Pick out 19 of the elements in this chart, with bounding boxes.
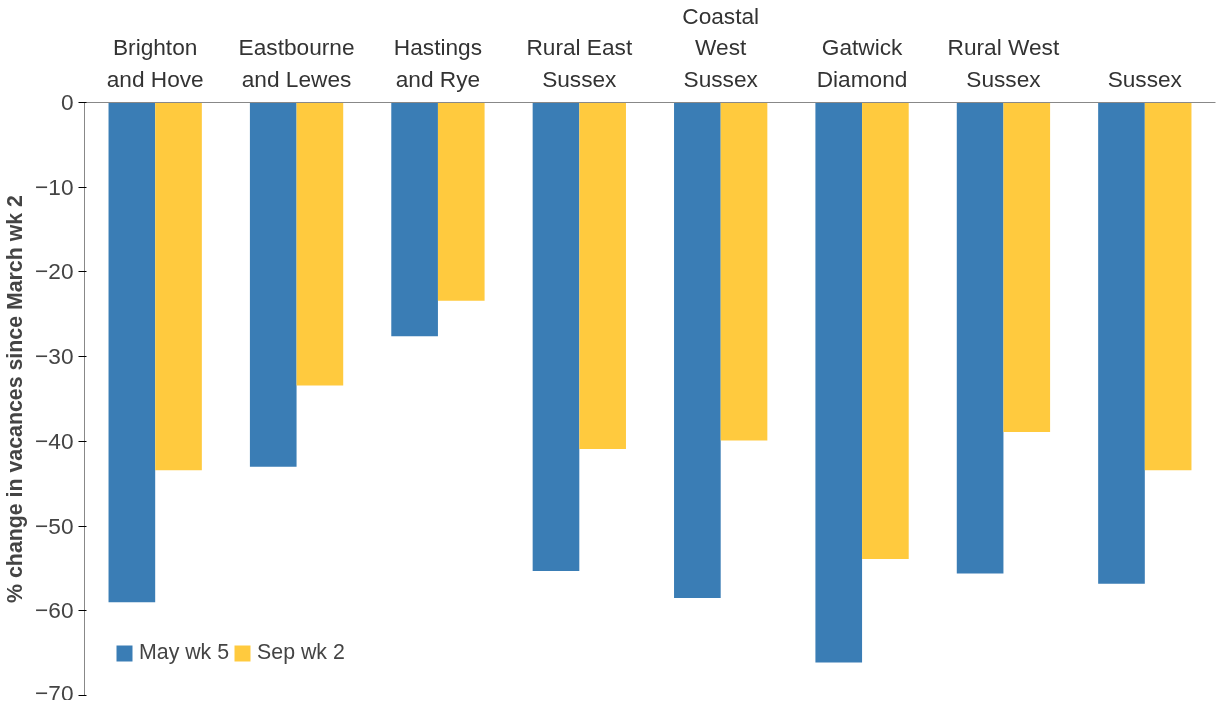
y-tick-label: −30	[35, 343, 74, 370]
x-tick-label: Coastal West Sussex	[682, 3, 760, 92]
x-tick-label: Eastbourne and Lewes	[238, 34, 355, 92]
y-tick-label: −50	[35, 512, 74, 539]
y-axis-title: % change in vacances since March wk 2	[3, 195, 28, 603]
y-tick-label: −10	[35, 173, 74, 200]
x-tick-label: Rural East Sussex	[526, 34, 633, 92]
y-tick-label: −60	[35, 597, 74, 624]
x-tick-label: Hastings and Rye	[393, 34, 483, 92]
x-tick-label: Rural West Sussex	[947, 34, 1060, 92]
y-tick-label: −40	[35, 427, 74, 454]
x-tick-label: Sussex	[1107, 65, 1183, 92]
y-tick-label: −20	[35, 258, 74, 285]
x-tick-label: Gatwick Diamond	[816, 34, 908, 92]
legend-label: Sep wk 2	[257, 640, 345, 665]
x-tick-label: Brighton and Hove	[106, 34, 204, 92]
legend-label: May wk 5	[139, 640, 230, 665]
y-tick-label: 0	[60, 89, 74, 115]
y-tick-label: −70	[35, 679, 74, 706]
